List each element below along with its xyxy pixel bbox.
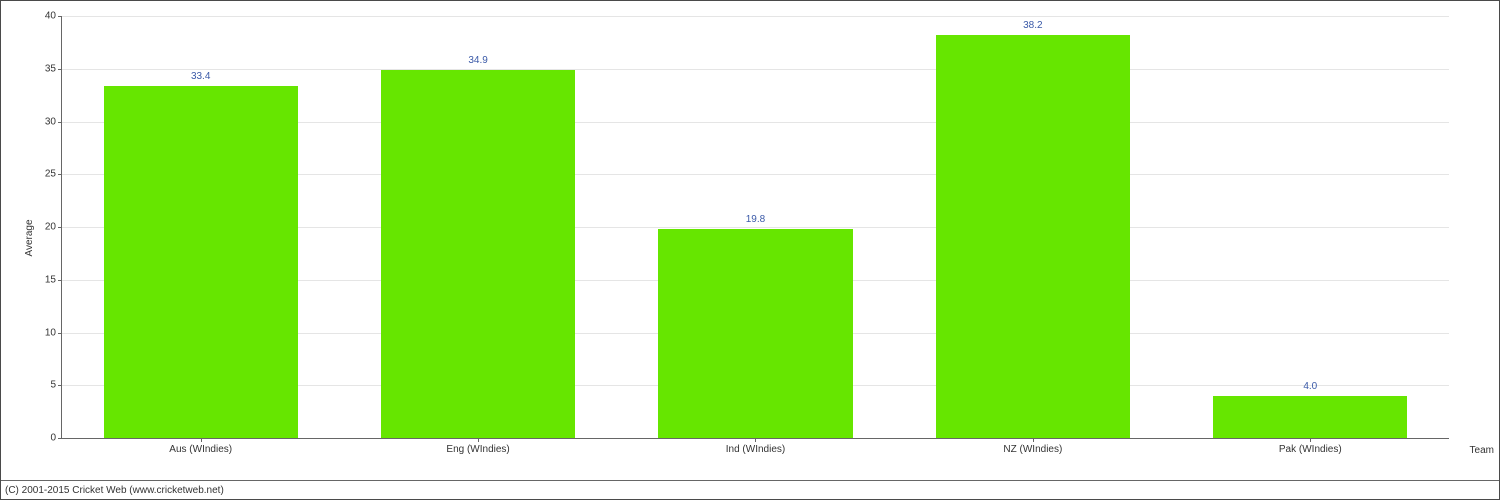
bar-slot: 19.8Ind (WIndies) xyxy=(617,16,894,438)
bar-value-label: 38.2 xyxy=(936,20,1130,35)
y-axis-label: Average xyxy=(24,219,35,256)
bar-value-label: 34.9 xyxy=(381,55,575,70)
copyright-text: (C) 2001-2015 Cricket Web (www.cricketwe… xyxy=(5,485,224,496)
bar: 19.8 xyxy=(658,229,852,438)
x-axis-label: Team xyxy=(1470,445,1494,456)
xtick-mark xyxy=(1033,438,1034,442)
xtick-mark xyxy=(201,438,202,442)
bar: 38.2 xyxy=(936,35,1130,438)
bar-slot: 33.4Aus (WIndies) xyxy=(62,16,339,438)
footer-divider xyxy=(1,480,1499,481)
bar: 34.9 xyxy=(381,70,575,438)
chart-container: Average Team 051015202530354033.4Aus (WI… xyxy=(51,16,1449,459)
bar: 33.4 xyxy=(104,86,298,438)
bar-value-label: 33.4 xyxy=(104,71,298,86)
bar-slot: 34.9Eng (WIndies) xyxy=(339,16,616,438)
bar-slot: 4.0Pak (WIndies) xyxy=(1172,16,1449,438)
plot-area: Team 051015202530354033.4Aus (WIndies)34… xyxy=(61,16,1449,439)
bar: 4.0 xyxy=(1213,396,1407,438)
bar-value-label: 19.8 xyxy=(658,214,852,229)
xtick-mark xyxy=(755,438,756,442)
xtick-mark xyxy=(478,438,479,442)
bar-slot: 38.2NZ (WIndies) xyxy=(894,16,1171,438)
xtick-mark xyxy=(1310,438,1311,442)
bar-value-label: 4.0 xyxy=(1213,381,1407,396)
